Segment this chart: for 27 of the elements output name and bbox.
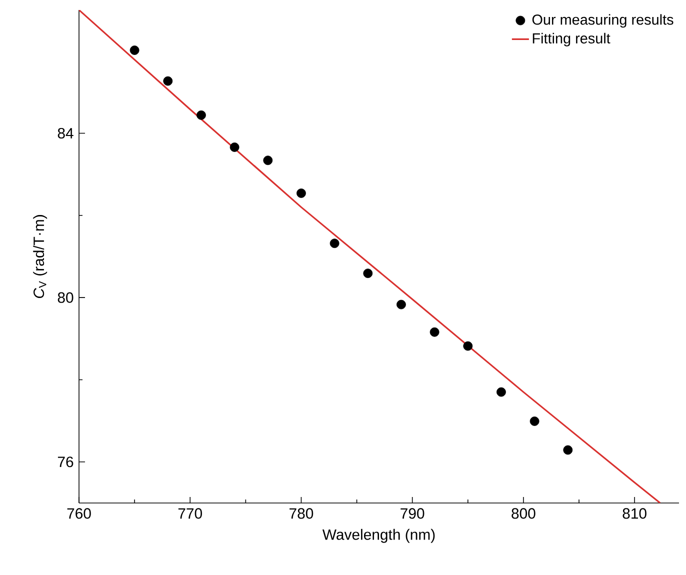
point (296, 188, 306, 198)
x-tick-label: 790 (400, 508, 424, 519)
legend-label: Our measuring results (532, 14, 674, 28)
point (530, 416, 540, 426)
point (396, 300, 406, 310)
point (563, 445, 573, 455)
x-tick-label: 760 (67, 508, 91, 519)
y-tick-label: 84 (58, 128, 74, 139)
point (130, 46, 140, 55)
point (363, 268, 373, 278)
point (463, 341, 473, 351)
y-tick-label: 76 (58, 456, 74, 468)
x-tick-label: 780 (290, 508, 314, 519)
y-tick-label: 80 (58, 292, 74, 303)
point (496, 387, 506, 397)
point (196, 110, 206, 120)
point (230, 142, 240, 152)
x-tick-label: 810 (622, 508, 646, 519)
point (263, 156, 273, 166)
y-axis-title: C$_{V}$ (rad/T·m) (33, 215, 48, 298)
x-tick-label: 770 (178, 508, 202, 519)
legend-label: Fitting result (532, 32, 610, 46)
point (330, 238, 340, 248)
point (163, 76, 173, 86)
x-tick-label: 800 (512, 508, 536, 519)
x-axis-title: Wavelength (nm) (322, 528, 435, 543)
point (430, 327, 440, 337)
